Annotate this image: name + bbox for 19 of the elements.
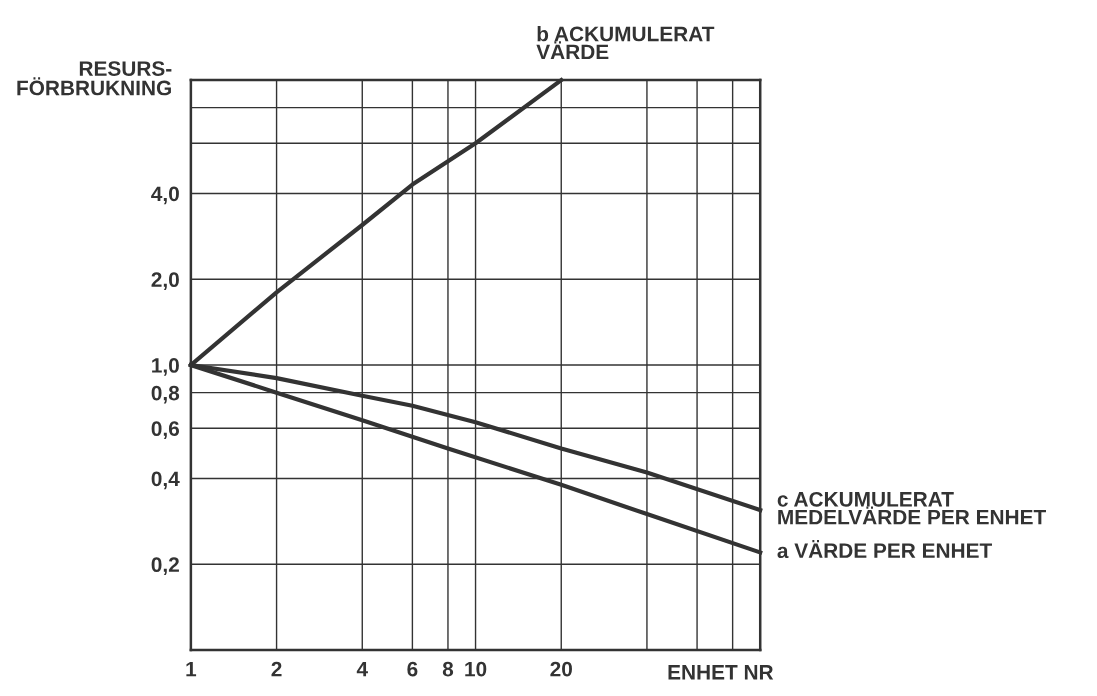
series-label: a VÄRDE PER ENHET bbox=[777, 540, 992, 559]
y-tick-label: 2,0 bbox=[151, 272, 179, 291]
x-tick-label: 8 bbox=[442, 661, 454, 677]
x-tick-label: 20 bbox=[550, 661, 572, 677]
x-tick-label: 1 bbox=[186, 661, 197, 677]
x-tick-label: 4 bbox=[356, 661, 368, 677]
x-tick-label: 2 bbox=[271, 661, 282, 677]
y-axis-title: RESURS- FÖRBRUKNING bbox=[17, 61, 172, 96]
x-tick-label: 6 bbox=[407, 661, 418, 677]
y-tick-label: 0,2 bbox=[151, 557, 179, 576]
series-label: c ACKUMULERAT MEDELVÄRDE PER ENHET bbox=[777, 491, 1046, 525]
series-label: b ACKUMULERAT VÄRDE bbox=[536, 26, 715, 60]
y-tick-label: 0,6 bbox=[151, 421, 180, 440]
x-tick-label: 10 bbox=[465, 661, 487, 677]
x-axis-title: ENHET NR bbox=[668, 665, 774, 680]
y-tick-label: 0,8 bbox=[151, 385, 180, 404]
y-tick-label: 4,0 bbox=[151, 186, 179, 205]
y-tick-label: 0,4 bbox=[151, 471, 180, 490]
y-tick-label: 1,0 bbox=[152, 358, 179, 376]
